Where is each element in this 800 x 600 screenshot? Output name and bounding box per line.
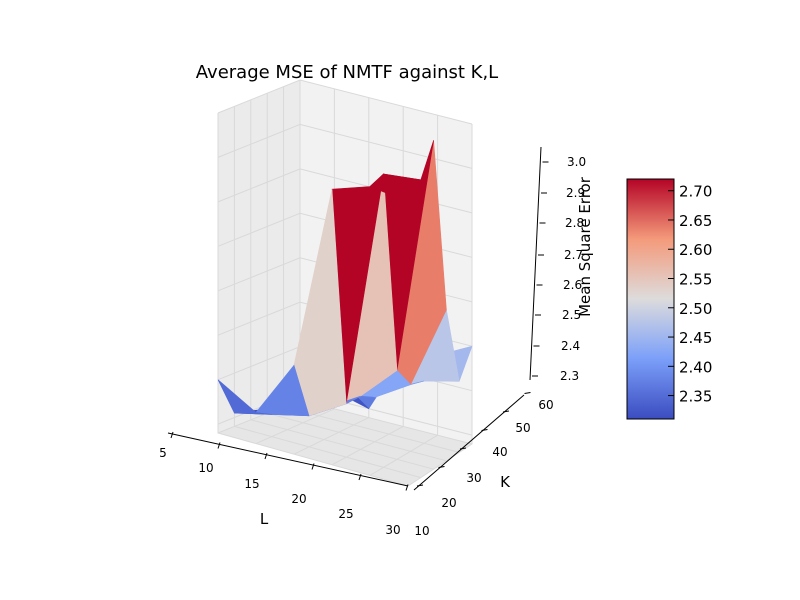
z-axis-label: Mean Square Error (576, 176, 594, 317)
colorbar-tick-label: 2.60 (679, 241, 712, 259)
x-tick-label: 20 (291, 492, 306, 506)
y-tick-label: 40 (492, 445, 507, 459)
x-tick-label: 25 (338, 507, 353, 521)
chart-title: Average MSE of NMTF against K,L (196, 62, 498, 83)
z-tick-label: 2.7 (564, 248, 583, 262)
colorbar-ticks: 2.35 2.40 2.45 2.50 2.55 2.60 2.65 2.70 (668, 183, 712, 406)
z-tick-label: 2.9 (566, 186, 585, 200)
x-tick-label: 15 (244, 477, 259, 491)
y-tick (416, 484, 424, 487)
x-tick (358, 473, 362, 481)
y-tick-label: 10 (414, 524, 429, 538)
colorbar-tick-label: 2.70 (679, 183, 712, 201)
x-tick-label: 10 (198, 461, 213, 475)
z-tick-label: 2.3 (560, 369, 579, 383)
floor-pane (218, 400, 472, 486)
colorbar-tick-label: 2.35 (679, 388, 712, 406)
y-tick (459, 447, 467, 450)
axes-lines (167, 146, 542, 491)
x-tick-label: 5 (159, 446, 167, 460)
z-tick-label: 2.8 (565, 216, 584, 230)
z-tick-label: 2.6 (563, 278, 582, 292)
y-tick (438, 466, 445, 468)
y-tick (481, 429, 488, 431)
y-tick (502, 410, 510, 413)
x-tick (217, 442, 221, 449)
x-tick (311, 463, 315, 470)
axes-ticks: 5 10 15 20 25 30 10 20 30 40 50 60 2.3 2.4 2.5 2.6 2.7 2.… (159, 155, 586, 538)
y-tick-label: 30 (466, 471, 481, 485)
colorbar-tick-label: 2.50 (679, 300, 712, 318)
side-pane (218, 80, 300, 433)
y-tick-label: 60 (538, 398, 553, 412)
x-tick (264, 452, 268, 460)
gridline-k (250, 99, 434, 470)
colorbar-tick-label: 2.40 (679, 358, 712, 376)
colorbar-tick-label: 2.55 (679, 271, 712, 289)
x-axis-line (167, 432, 409, 487)
y-axis-label: K (500, 473, 511, 491)
gridline-z (217, 123, 473, 169)
x-tick (170, 431, 174, 439)
z-tick-label: 3.0 (567, 155, 586, 169)
y-tick-label: 50 (515, 421, 530, 435)
colorbar (626, 178, 675, 420)
x-axis-label: L (260, 510, 269, 528)
surface-plot (217, 140, 473, 417)
y-axis-line (413, 394, 525, 491)
x-tick-label: 30 (385, 523, 400, 537)
x-tick (405, 484, 409, 491)
y-tick-label: 20 (441, 496, 456, 510)
gridline-k (217, 113, 409, 487)
colorbar-tick-label: 2.65 (679, 212, 712, 230)
z-tick-label: 2.5 (562, 308, 581, 322)
colorbar-tick-label: 2.45 (679, 329, 712, 347)
z-axis-line (529, 146, 542, 381)
y-tick (524, 392, 531, 394)
surface-patch (217, 379, 272, 415)
gridline-z (217, 79, 473, 125)
z-tick-label: 2.4 (561, 339, 580, 353)
gridline-k (233, 106, 421, 479)
